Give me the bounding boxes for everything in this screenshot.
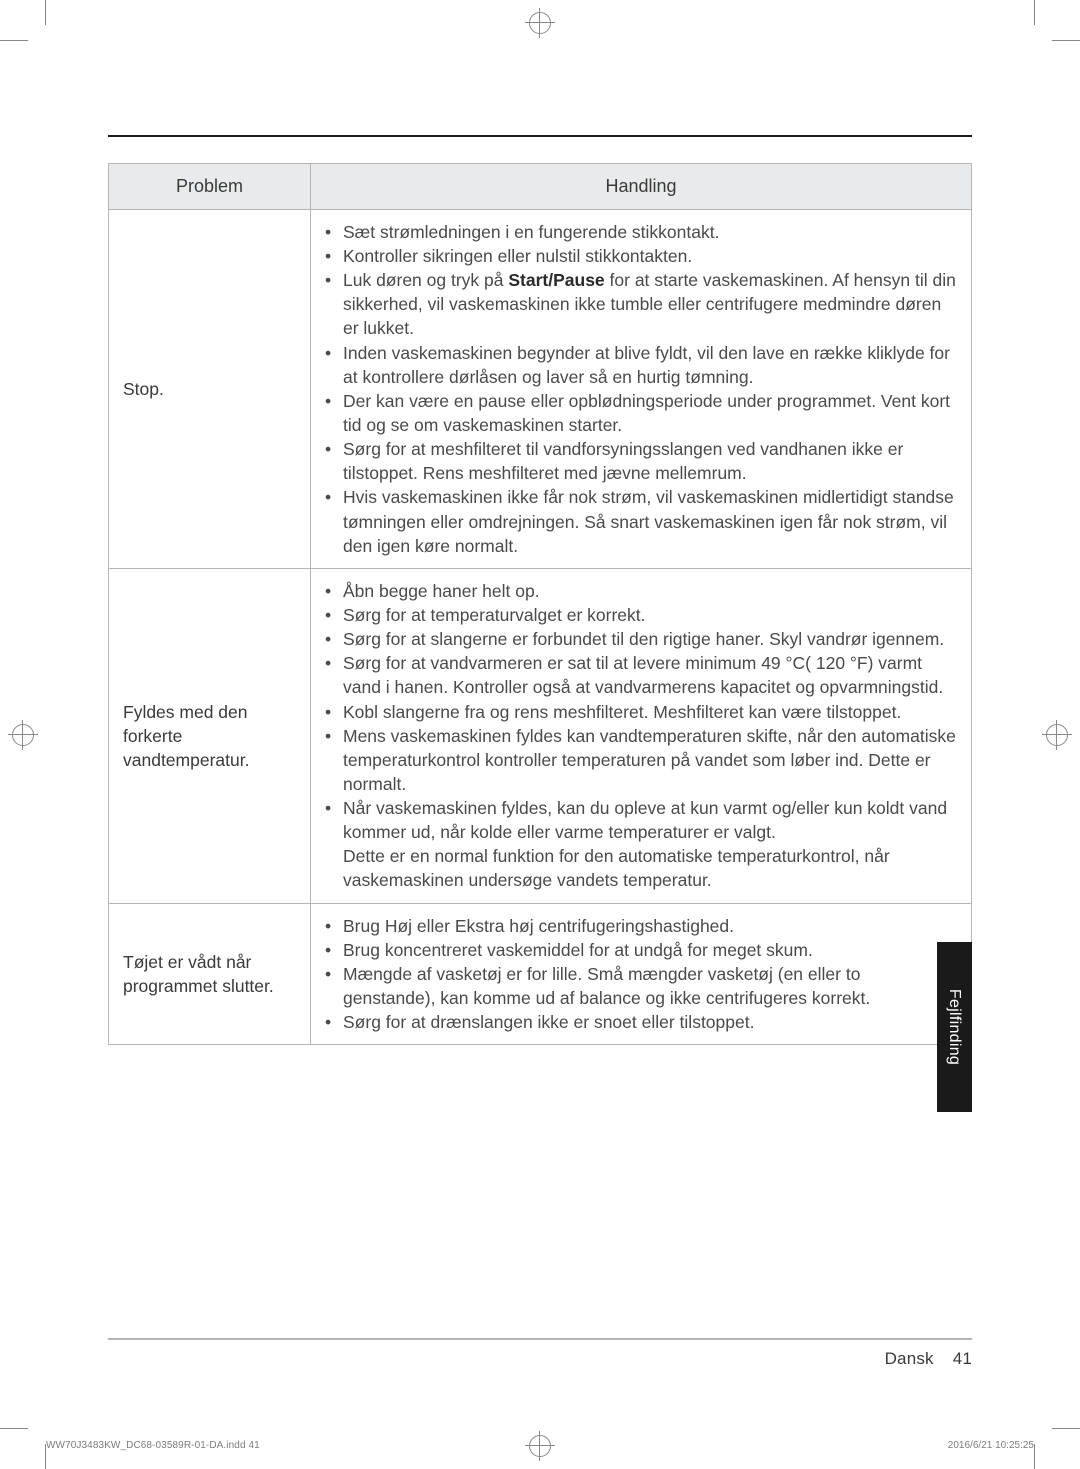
action-item: Mens vaskemaskinen fyldes kan vandtemper…: [343, 724, 957, 796]
crop-mark: [1052, 1428, 1080, 1429]
action-item: Brug Høj eller Ekstra høj centrifugering…: [343, 914, 957, 938]
action-item: Kobl slangerne fra og rens meshfilteret.…: [343, 700, 957, 724]
crop-mark: [1034, 1444, 1035, 1469]
action-item: Sørg for at meshfilteret til vandforsyni…: [343, 437, 957, 485]
top-rule: [108, 135, 972, 137]
action-item: Kontroller sikringen eller nulstil stikk…: [343, 244, 957, 268]
action-item: Sørg for at slangerne er forbundet til d…: [343, 627, 957, 651]
footer-page-number: 41: [953, 1349, 972, 1368]
section-tab: Fejlfinding: [937, 942, 972, 1112]
bottom-rule: [108, 1338, 972, 1340]
action-item: Inden vaskemaskinen begynder at blive fy…: [343, 341, 957, 389]
action-item: Åbn begge haner helt op.: [343, 579, 957, 603]
action-item: Brug koncentreret vaskemiddel for at und…: [343, 938, 957, 962]
print-timestamp: 2016/6/21 10:25:25: [948, 1440, 1034, 1451]
action-item: Sørg for at temperaturvalget er korrekt.: [343, 603, 957, 627]
action-item: Sæt strømledningen i en fungerende stikk…: [343, 220, 957, 244]
registration-mark-icon: [525, 8, 555, 38]
action-item: Sørg for at drænslangen ikke er snoet el…: [343, 1010, 957, 1034]
registration-mark-icon: [525, 1431, 555, 1461]
action-item: Mængde af vasketøj er for lille. Små mæn…: [343, 962, 957, 1010]
action-cell: Brug Høj eller Ekstra høj centrifugering…: [311, 903, 972, 1045]
page-content: Problem Handling Stop. Sæt strømledningen…: [108, 135, 972, 1045]
page-footer: Dansk 41: [885, 1349, 972, 1369]
col-header-action: Handling: [311, 164, 972, 210]
strong-text: Start/Pause: [508, 270, 604, 290]
registration-mark-icon: [1042, 720, 1072, 750]
action-item: Sørg for at vandvarmeren er sat til at l…: [343, 651, 957, 699]
problem-cell: Tøjet er vådt når programmet slutter.: [109, 903, 311, 1045]
troubleshooting-table: Problem Handling Stop. Sæt strømledningen…: [108, 163, 972, 1045]
registration-mark-icon: [8, 720, 38, 750]
action-cell: Åbn begge haner helt op.Sørg for at temp…: [311, 568, 972, 903]
section-tab-label: Fejlfinding: [946, 989, 964, 1065]
col-header-problem: Problem: [109, 164, 311, 210]
action-cell: Sæt strømledningen i en fungerende stikk…: [311, 209, 972, 568]
action-item: Hvis vaskemaskinen ikke får nok strøm, v…: [343, 485, 957, 557]
action-item: Luk døren og tryk på Start/Pause for at …: [343, 268, 957, 340]
crop-mark: [1052, 40, 1080, 41]
crop-mark: [45, 0, 46, 25]
crop-mark: [1034, 0, 1035, 25]
action-item: Når vaskemaskinen fyldes, kan du opleve …: [343, 796, 957, 893]
footer-language: Dansk: [885, 1349, 934, 1368]
problem-cell: Stop.: [109, 209, 311, 568]
crop-mark: [0, 40, 28, 41]
problem-cell: Fyldes med den forkerte vandtemperatur.: [109, 568, 311, 903]
indd-filename: WW70J3483KW_DC68-03589R-01-DA.indd 41: [46, 1440, 260, 1451]
action-item: Der kan være en pause eller opblødningsp…: [343, 389, 957, 437]
crop-mark: [0, 1428, 28, 1429]
